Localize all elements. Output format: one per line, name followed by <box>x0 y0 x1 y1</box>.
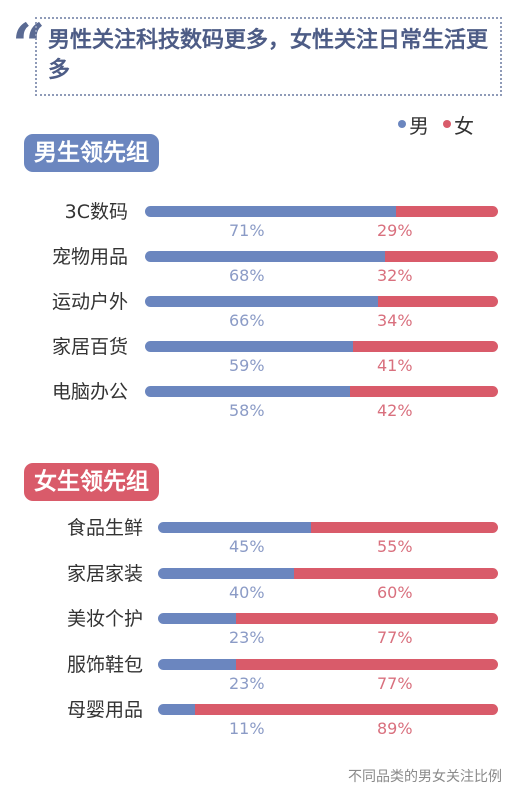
footer-note: 不同品类的男女关注比例 <box>348 769 502 785</box>
stacked-bar <box>158 568 498 579</box>
bar-segment-male <box>145 251 386 262</box>
category-label: 服饰鞋包 <box>66 654 143 676</box>
bar-segment-male <box>145 341 354 352</box>
stacked-bar <box>158 659 498 670</box>
category-label: 运动户外 <box>51 291 128 313</box>
data-label-male: 58% <box>229 401 265 420</box>
data-label-female: 34% <box>377 311 413 330</box>
data-label-female: 77% <box>377 628 413 647</box>
stacked-bar <box>158 613 498 624</box>
category-label: 食品生鲜 <box>66 517 143 539</box>
quote-mark: “ <box>12 11 46 79</box>
category-label: 3C数码 <box>64 201 128 223</box>
legend-dot-male <box>398 120 406 128</box>
data-label-female: 29% <box>377 221 413 240</box>
data-label-male: 11% <box>229 719 265 738</box>
legend-item-male: 男 <box>396 110 429 139</box>
data-label-male: 71% <box>229 221 265 240</box>
title-box <box>35 17 502 96</box>
bar-segment-female <box>353 341 498 352</box>
stacked-bar <box>145 341 498 352</box>
bar-segment-female <box>311 522 498 533</box>
bar-segment-male <box>145 296 378 307</box>
category-label: 电脑办公 <box>51 381 128 403</box>
data-label-male: 40% <box>229 583 265 602</box>
stacked-bar <box>145 206 498 217</box>
data-label-female: 60% <box>377 583 413 602</box>
bar-segment-male <box>158 613 237 624</box>
category-label: 家居家装 <box>66 563 143 585</box>
stacked-bar <box>145 386 498 397</box>
bar-segment-female <box>195 704 498 715</box>
data-label-male: 23% <box>229 674 265 693</box>
data-label-male: 45% <box>229 537 265 556</box>
bar-segment-male <box>158 522 311 533</box>
bar-segment-male <box>158 659 237 670</box>
bar-segment-female <box>377 296 498 307</box>
group-label-female-leading: 女生领先组 <box>24 463 159 501</box>
data-label-male: 68% <box>229 266 265 285</box>
data-label-female: 55% <box>377 537 413 556</box>
data-label-female: 42% <box>377 401 413 420</box>
legend: 男 女 <box>396 110 486 139</box>
data-label-male: 23% <box>229 628 265 647</box>
bar-segment-female <box>395 206 498 217</box>
bar-segment-male <box>145 386 350 397</box>
bar-segment-female <box>385 251 498 262</box>
data-label-female: 89% <box>377 719 413 738</box>
data-label-female: 32% <box>377 266 413 285</box>
data-label-female: 41% <box>377 356 413 375</box>
bar-segment-female <box>349 386 498 397</box>
data-label-male: 66% <box>229 311 265 330</box>
data-label-male: 59% <box>229 356 265 375</box>
bar-segment-female <box>294 568 498 579</box>
bar-segment-female <box>236 613 498 624</box>
stacked-bar <box>145 251 498 262</box>
data-label-female: 77% <box>377 674 413 693</box>
chart-title: 男性关注科技数码更多，女性关注日常生活更多 <box>48 28 489 83</box>
legend-label-female: 女 <box>454 113 474 138</box>
legend-item-female: 女 <box>441 110 474 139</box>
bar-segment-male <box>145 206 396 217</box>
legend-label-male: 男 <box>409 113 429 138</box>
category-label: 母婴用品 <box>66 699 143 721</box>
bar-segment-male <box>158 704 196 715</box>
bar-segment-female <box>236 659 498 670</box>
bar-segment-male <box>158 568 294 579</box>
category-label: 宠物用品 <box>51 246 128 268</box>
category-label: 家居百货 <box>51 336 128 358</box>
stacked-bar <box>145 296 498 307</box>
stacked-bar <box>158 704 498 715</box>
category-label: 美妆个护 <box>66 608 143 630</box>
group-label-male-leading: 男生领先组 <box>24 134 159 172</box>
legend-dot-female <box>443 120 451 128</box>
stacked-bar <box>158 522 498 533</box>
